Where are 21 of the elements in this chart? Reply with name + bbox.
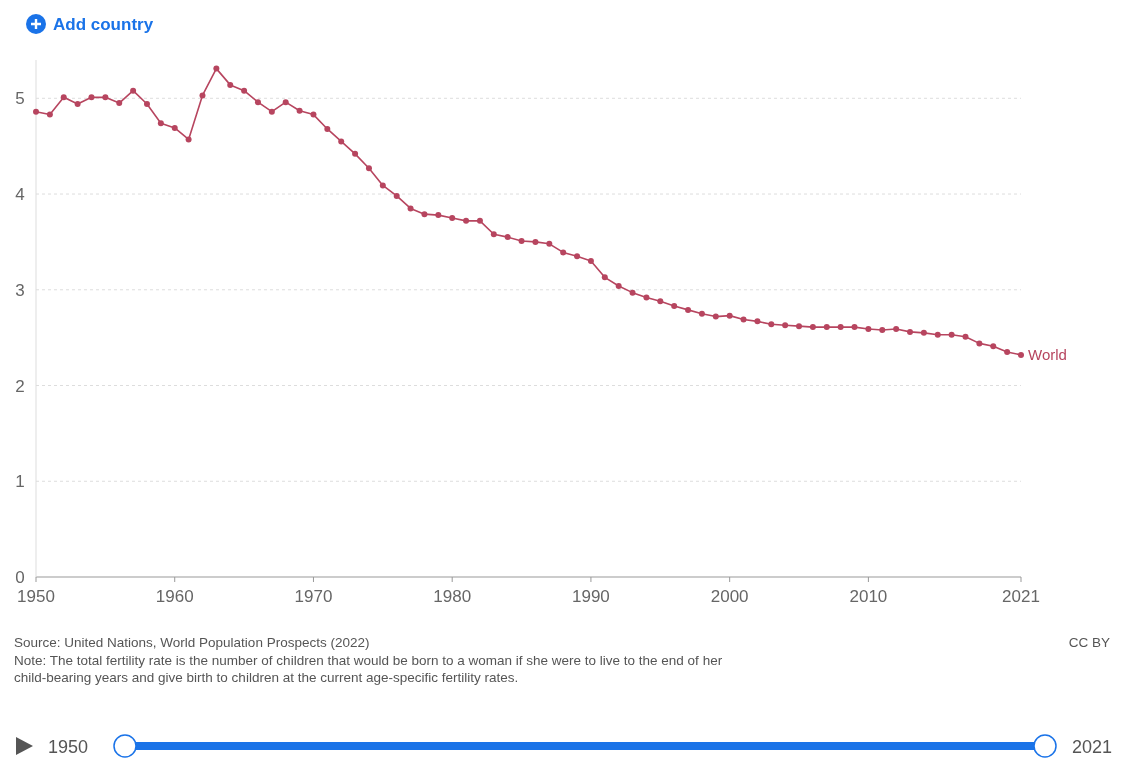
x-tick-label: 1970	[294, 587, 333, 606]
x-tick-label: 1990	[572, 587, 610, 606]
text: 1950	[48, 737, 89, 757]
y-tick-label: 2	[15, 376, 25, 396]
text: CC BY	[1068, 635, 1110, 650]
y-tick-label: 1	[15, 472, 25, 492]
y-tick-label: 3	[15, 280, 25, 300]
y-tick-label: 5	[15, 89, 25, 109]
text: 2021	[1072, 737, 1113, 757]
series-label: World	[1028, 345, 1067, 363]
source-note: Source: United Nations, World Population Prospects (2022)	[14, 635, 370, 650]
x-tick-label: 2000	[710, 587, 749, 606]
x-tick-label: 2010	[849, 587, 888, 606]
x-tick-label: 2021	[1002, 587, 1040, 606]
x-tick-label: 1980	[433, 587, 472, 606]
y-tick-label: 4	[15, 185, 25, 205]
x-tick-label: 1950	[17, 587, 55, 606]
text: Add country	[53, 15, 154, 34]
x-tick-label: 1960	[155, 587, 194, 606]
text: Note: The total fertility rate is the number of children that would be born to a woman if she were to live to the end of her child-bearing years and give birth to children at the current age-specific fertility rates.	[14, 653, 723, 685]
y-tick-label: 0	[15, 568, 25, 587]
